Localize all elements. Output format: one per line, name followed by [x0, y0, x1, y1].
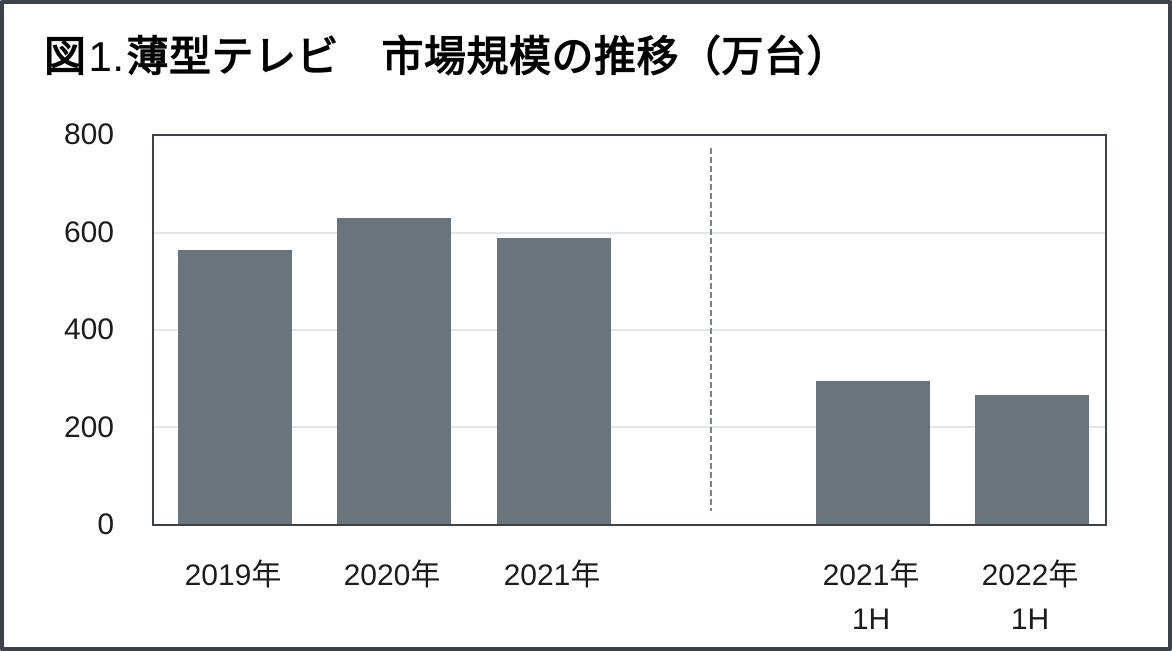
title-figure-number: 1.	[88, 33, 125, 80]
x-tick-label-line: 2022年	[981, 559, 1079, 592]
y-tick-label: 200	[63, 411, 114, 444]
bar-2021年 1H	[816, 381, 930, 524]
gridline	[154, 426, 1105, 428]
bar-2020年	[337, 218, 451, 524]
x-tick-label: 2021年 1H	[781, 554, 961, 641]
x-tick-label: 2020年	[302, 554, 482, 598]
y-tick-label: 600	[63, 216, 114, 249]
plot-area	[152, 134, 1107, 526]
chart-title: 図1.薄型テレビ 市場規模の推移（万台）	[44, 32, 849, 82]
gridline	[154, 329, 1105, 331]
gridline	[154, 232, 1105, 234]
x-tick-label-line: 1H	[851, 602, 891, 636]
title-text: 薄型テレビ 市場規模の推移（万台）	[126, 33, 850, 80]
bar-2019年	[178, 250, 292, 524]
x-tick-label: 2021年	[462, 554, 642, 598]
x-tick-label: 2022年 1H	[940, 554, 1120, 641]
x-tick-label-line: 2019年	[184, 559, 282, 592]
period-divider-dashed-line	[710, 148, 712, 511]
y-tick-label: 800	[63, 118, 114, 151]
x-tick-label-line: 2020年	[343, 559, 441, 592]
bar-2022年 1H	[975, 395, 1089, 524]
x-tick-label-line: 2021年	[822, 559, 920, 592]
x-tick-label-line: 1H	[1010, 602, 1050, 636]
bar-2021年	[497, 238, 611, 524]
title-figure-label: 図	[44, 33, 87, 80]
y-tick-label: 0	[97, 508, 114, 541]
x-tick-label: 2019年	[143, 554, 323, 598]
x-tick-label-line: 2021年	[503, 559, 601, 592]
y-tick-label: 400	[63, 313, 114, 346]
